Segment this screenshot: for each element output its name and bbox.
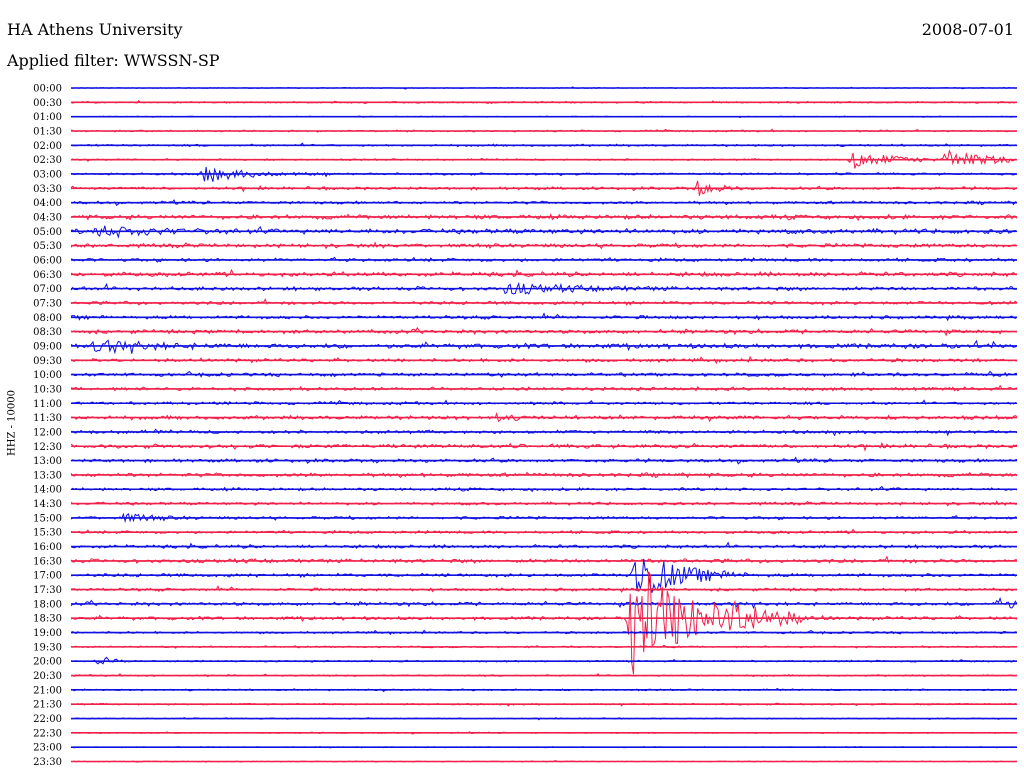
row-time-label: 08:00 [33,313,62,324]
row-time-label: 03:00 [33,169,62,180]
row-time-label: 17:00 [33,571,62,582]
station-title: HA Athens University [7,20,183,39]
row-time-label: 13:00 [33,456,62,467]
date-label: 2008-07-01 [921,20,1014,39]
row-time-label: 09:30 [33,356,62,367]
row-time-label: 16:00 [33,542,62,553]
row-time-label: 02:30 [33,155,62,166]
row-time-label: 20:00 [33,657,62,668]
row-time-label: 14:00 [33,485,62,496]
trace-0900 [70,339,1018,355]
row-time-label: 03:30 [33,184,62,195]
row-time-label: 00:00 [33,84,62,95]
row-time-label: 00:30 [33,98,62,109]
trace-0730 [70,298,1018,306]
row-time-label: 14:30 [33,499,62,510]
trace-1600 [70,541,1018,550]
filter-label: Applied filter: WWSSN-SP [7,51,220,70]
row-time-label: 20:30 [33,671,62,682]
row-time-label: 22:00 [33,714,62,725]
row-time-label: 15:30 [33,528,62,539]
row-time-label: 18:00 [33,599,62,610]
row-time-label: 06:00 [33,255,62,266]
row-time-label: 18:30 [33,614,62,625]
row-time-label: 19:00 [33,628,62,639]
row-time-label: 11:00 [33,399,62,410]
trace-1630 [70,555,1018,564]
row-time-label: 06:30 [33,270,62,281]
row-time-label: 12:30 [33,442,62,453]
trace-0630 [70,268,1018,278]
row-time-label: 01:00 [33,112,62,123]
row-time-label: 07:30 [33,298,62,309]
row-time-label: 12:00 [33,427,62,438]
row-time-label: 21:00 [33,685,62,696]
trace-1830 [70,571,1018,675]
row-time-label: 19:30 [33,642,62,653]
row-time-label: 23:00 [33,743,62,754]
row-time-label: 10:00 [33,370,62,381]
row-time-label: 01:30 [33,126,62,137]
row-time-label: 11:30 [33,413,62,424]
row-time-label: 02:00 [33,141,62,152]
row-time-label: 13:30 [33,470,62,481]
row-time-label: 08:30 [33,327,62,338]
row-time-label: 10:30 [33,384,62,395]
row-time-label: 17:30 [33,585,62,596]
row-time-label: 05:00 [33,227,62,238]
row-time-label: 04:00 [33,198,62,209]
row-time-label: 16:30 [33,556,62,567]
row-time-label: 15:00 [33,513,62,524]
row-time-label: 23:30 [33,757,62,768]
row-time-label: 09:00 [33,341,62,352]
row-time-label: 04:30 [33,212,62,223]
row-time-label: 05:30 [33,241,62,252]
row-time-label: 07:00 [33,284,62,295]
row-time-label: 22:30 [33,728,62,739]
row-time-label: 21:30 [33,700,62,711]
